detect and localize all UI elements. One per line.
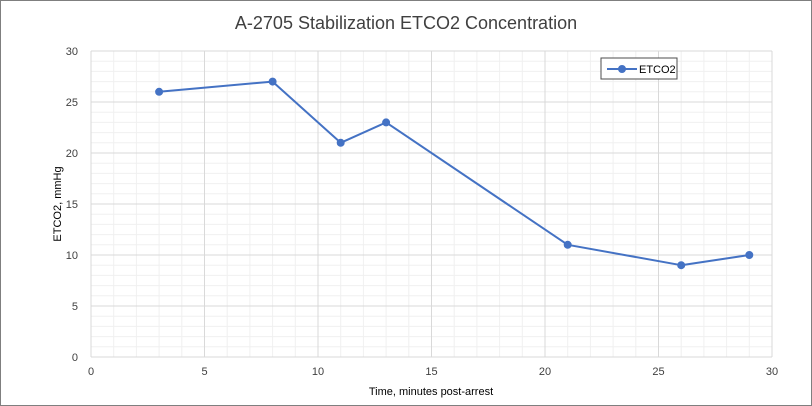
major-gridlines <box>90 50 773 358</box>
y-tick-label: 30 <box>66 46 78 58</box>
x-tick-label: 15 <box>425 366 437 378</box>
y-tick-label: 25 <box>66 97 78 109</box>
legend-box <box>600 57 678 80</box>
data-point <box>155 87 164 96</box>
y-tick-label: 10 <box>66 250 78 262</box>
data-point <box>382 118 391 127</box>
data-point <box>268 77 277 86</box>
x-tick-label: 0 <box>88 366 94 378</box>
y-axis-title: ETCO2, mmHg <box>52 166 64 241</box>
legend-marker-swatch <box>618 65 626 73</box>
data-point <box>677 261 686 270</box>
y-tick-label: 15 <box>66 199 78 211</box>
x-tick-label: 20 <box>539 366 551 378</box>
x-axis-title: Time, minutes post-arrest <box>369 386 493 398</box>
data-point <box>563 240 572 249</box>
data-point <box>745 251 754 259</box>
x-axis-tick-labels: 0 5 10 15 20 25 30 <box>88 366 778 378</box>
x-tick-label: 10 <box>312 366 324 378</box>
x-tick-label: 25 <box>652 366 664 378</box>
y-tick-label: 5 <box>72 301 78 313</box>
y-tick-label: 0 <box>72 352 78 364</box>
chart-title: A-2705 Stabilization ETCO2 Concentration <box>235 13 577 33</box>
data-point <box>336 138 345 147</box>
x-tick-label: 30 <box>766 366 778 378</box>
legend: ETCO2 <box>600 57 678 80</box>
y-axis-tick-labels: 0 5 10 15 20 25 30 <box>66 46 78 364</box>
x-tick-label: 5 <box>201 366 207 378</box>
legend-entry-etco2: ETCO2 <box>639 64 676 76</box>
y-tick-label: 20 <box>66 148 78 160</box>
series-layer <box>155 77 754 270</box>
